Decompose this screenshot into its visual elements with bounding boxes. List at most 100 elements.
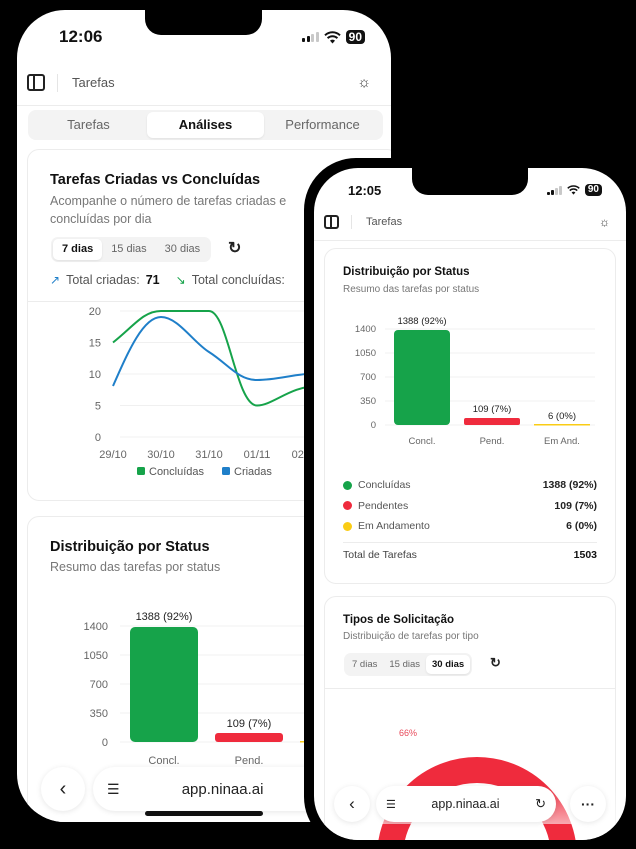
total-tasks-row: Total de Tarefas 1503: [343, 549, 597, 561]
card-subtitle: Distribuição de tarefas por tipo: [343, 631, 479, 642]
browser-toolbar: ‹ ☰ app.ninaa.ai ↻ ···: [334, 784, 624, 824]
range-30-days-button[interactable]: 30 dias: [426, 655, 471, 674]
svg-text:0: 0: [371, 420, 376, 431]
bar-concluidas: [130, 627, 198, 742]
series-criadas-line: [112, 315, 319, 387]
wifi-icon: [323, 30, 341, 43]
more-options-button[interactable]: ···: [570, 786, 606, 822]
svg-text:1050: 1050: [355, 348, 376, 359]
yellow-dot-icon: [343, 521, 352, 531]
theme-toggle-sun-icon[interactable]: ☼: [357, 74, 371, 91]
range-15-days-button[interactable]: 15 dias: [111, 243, 147, 255]
sidebar-toggle-icon[interactable]: [324, 214, 339, 229]
card-title: Tarefas Criadas vs Concluídas: [50, 172, 261, 188]
total-completed-label: Total concluídas:: [191, 273, 285, 287]
status-icons: 90: [547, 184, 602, 196]
legend-value: 109 (7%): [554, 499, 597, 512]
trending-up-icon: ↗: [50, 273, 61, 287]
app-header: Tarefas ☼: [314, 203, 626, 241]
svg-text:29/10: 29/10: [99, 449, 127, 461]
status-bar-chart: 1400 1050 700 350 0 1388 (92%) 109 (7%) 6 (0%)…: [355, 316, 595, 447]
svg-text:1400: 1400: [355, 324, 376, 335]
range-30-days-button[interactable]: 30 dias: [164, 243, 201, 255]
refresh-icon[interactable]: ↻: [228, 240, 242, 257]
battery-icon: 90: [584, 184, 602, 196]
status-bar: 12:06 90: [17, 10, 391, 54]
browser-back-button[interactable]: ‹: [334, 786, 370, 822]
card-subtitle: Acompanhe o número de tarefas criadas e …: [50, 194, 287, 226]
tab-tarefas[interactable]: Tarefas: [67, 117, 110, 132]
range-7-days-button[interactable]: 7 dias: [352, 659, 378, 670]
bar-pendentes: [464, 418, 520, 425]
total-created-label: Total criadas:: [66, 273, 140, 287]
total-created-value: 71: [145, 273, 160, 287]
signal-icon: [302, 32, 319, 42]
front-phone: 12:05 90 Tarefas ☼ Distribuição por Stat…: [314, 168, 626, 840]
series-concluidas-line: [112, 310, 319, 407]
card-title: Distribuição por Status: [343, 266, 470, 278]
address-bar[interactable]: ☰ app.ninaa.ai ↻: [376, 786, 556, 822]
status-legend: Concluídas 1388 (92%) Pendentes 109 (7%)…: [343, 475, 597, 537]
svg-text:350: 350: [90, 708, 108, 720]
tab-analises[interactable]: Análises: [147, 112, 264, 138]
svg-text:Concl.: Concl.: [148, 755, 179, 767]
bar-pendentes: [215, 733, 283, 742]
svg-text:700: 700: [90, 679, 108, 691]
header-divider: [351, 214, 352, 229]
legend-label: Pendentes: [358, 499, 409, 512]
red-dot-icon: [343, 501, 352, 511]
wifi-icon: [567, 185, 580, 195]
legend-item-em-andamento: Em Andamento 6 (0%): [343, 516, 597, 537]
header-title: Tarefas: [366, 215, 403, 228]
battery-icon: 90: [345, 30, 365, 44]
svg-text:1388 (92%): 1388 (92%): [136, 611, 193, 623]
card-title: Distribuição por Status: [50, 539, 210, 555]
svg-text:20: 20: [89, 306, 101, 318]
svg-text:15: 15: [89, 338, 101, 350]
range-selector: 7 dias 15 dias 30 dias: [344, 653, 473, 676]
tab-performance[interactable]: Performance: [285, 117, 360, 132]
phone-notch: [412, 168, 528, 195]
legend-value: 6 (0%): [566, 520, 597, 533]
card-title: Tipos de Solicitação: [343, 614, 454, 626]
card-divider: [325, 688, 615, 689]
trending-down-icon: ↘: [175, 273, 186, 287]
bar-concluidas: [394, 330, 450, 425]
card-divider: [343, 542, 597, 543]
tab-bar: Tarefas Análises Performance: [28, 110, 383, 140]
range-7-days-button[interactable]: 7 dias: [53, 239, 103, 260]
refresh-icon[interactable]: ↻: [490, 655, 501, 670]
svg-text:5: 5: [95, 401, 101, 413]
svg-text:0: 0: [102, 737, 108, 749]
range-15-days-button[interactable]: 15 dias: [389, 659, 420, 670]
svg-text:109 (7%): 109 (7%): [227, 718, 272, 730]
header-divider: [57, 73, 58, 92]
y-axis-labels: 20 15 10 5 0: [89, 306, 101, 444]
svg-text:Criadas: Criadas: [234, 466, 272, 478]
status-bar: 12:05 90: [314, 168, 626, 204]
gauge-percent-label: 66%: [399, 728, 418, 738]
svg-text:Pend.: Pend.: [235, 755, 264, 767]
svg-text:Pend.: Pend.: [480, 436, 505, 447]
reload-icon[interactable]: ↻: [535, 796, 546, 811]
sidebar-toggle-icon[interactable]: [27, 74, 45, 91]
phone-notch: [145, 10, 262, 35]
status-icons: 90: [302, 30, 365, 44]
totals-row: ↗ Total criadas: 71 ↘ Total concluídas:: [50, 273, 285, 287]
total-tasks-value: 1503: [573, 549, 597, 561]
svg-text:1400: 1400: [84, 621, 108, 633]
bar-em-andamento: [534, 424, 590, 426]
status-time: 12:05: [348, 182, 382, 198]
card-divider: [28, 301, 391, 302]
theme-toggle-sun-icon[interactable]: ☼: [599, 214, 610, 229]
svg-text:Concluídas: Concluídas: [149, 466, 205, 478]
svg-text:31/10: 31/10: [195, 449, 223, 461]
tabs-overview-icon[interactable]: ☰: [386, 798, 396, 811]
svg-text:700: 700: [360, 372, 376, 383]
url-text: app.ninaa.ai: [431, 797, 500, 811]
tabs-overview-icon[interactable]: ☰: [107, 780, 120, 797]
browser-back-button[interactable]: ‹: [41, 767, 85, 811]
app-header: Tarefas ☼: [17, 60, 391, 106]
